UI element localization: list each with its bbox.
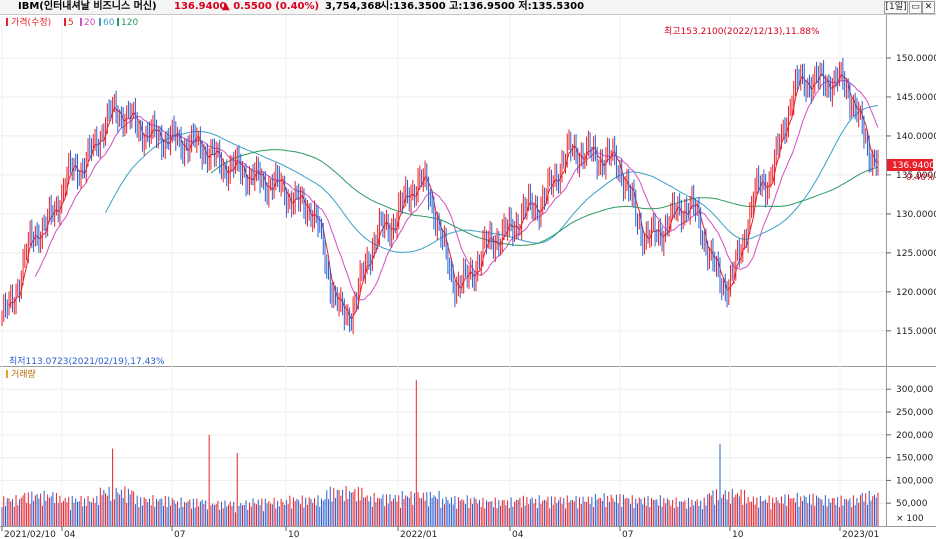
price-change: ▲ 0.5500 (0.40%): [222, 0, 319, 14]
y-tick-label: 130.0000: [896, 210, 936, 220]
y-tick-label: 125.0000: [896, 249, 936, 259]
ma60-swatch: [99, 18, 101, 26]
restore-icon[interactable]: ▭: [909, 1, 922, 14]
x-tick-label: 10: [732, 530, 744, 539]
current-price-tag-label: 136.9400: [892, 161, 935, 171]
volume-y-ticks: 300,000 250,000 200,000 150,000 100,000 50,00…: [886, 385, 933, 509]
y-tick-label: 135.0000: [896, 171, 936, 181]
ma5-label: 5: [68, 18, 74, 28]
x-tick-label: 2022/01: [400, 530, 437, 539]
y-tick-label: 115.0000: [896, 327, 936, 337]
period-button[interactable]: [1일]: [884, 1, 908, 14]
x-tick-label: 04: [64, 530, 76, 539]
chart-header: IBM(인터내셔날 비즈니스 머신) 136.9400 ▲ 0.5500 (0.…: [0, 0, 936, 15]
x-tick-label: 2021/02/10: [4, 530, 56, 539]
volume-tick-label: 50,000: [896, 499, 928, 509]
current-pct-tag: 0.40%: [906, 173, 935, 183]
high-annotation: 최고153.2100(2022/12/13),11.88%: [664, 26, 820, 37]
up-arrow-icon: ▲: [222, 1, 230, 12]
volume-legend-label: 거래량: [11, 368, 36, 380]
y-tick-label: 150.0000: [896, 54, 936, 64]
x-tick-label: 07: [622, 530, 633, 539]
current-price: 136.9400: [174, 1, 227, 12]
x-tick-label: 07: [174, 530, 185, 539]
ma20-label: 20: [84, 18, 96, 28]
ma120-swatch: [117, 18, 119, 26]
ma60-label: 60: [103, 18, 115, 28]
x-tick-label: 10: [288, 530, 300, 539]
x-axis-ticks: 2021/02/10 04 07 10 2022/01 04 07 10 2023/01: [1, 526, 879, 539]
x-tick-label: 2023/01: [842, 530, 879, 539]
price-legend-label: 가격(수정): [11, 16, 51, 28]
ma5-swatch: [64, 18, 66, 26]
y-tick-label: 140.0000: [896, 132, 936, 142]
change-percent: (0.40%): [275, 1, 320, 12]
volume-legend-swatch: [6, 370, 8, 378]
volume-unit: × 100: [896, 514, 924, 524]
volume-tick-label: 150,000: [896, 454, 933, 464]
price-volume-chart[interactable]: 150.0000 145.0000 140.0000 135.0000 130.0000…: [0, 15, 936, 539]
y-tick-label: 120.0000: [896, 288, 936, 298]
current-price-tag: [887, 159, 933, 171]
volume-tick-label: 250,000: [896, 408, 933, 418]
volume-bars: [1, 380, 879, 526]
volume-value: 3,754,368: [325, 1, 382, 12]
price-legend-swatch: [6, 18, 8, 26]
price-y-ticks: 150.0000 145.0000 140.0000 135.0000 130.0000…: [886, 54, 936, 337]
change-value: 0.5500: [233, 1, 272, 12]
price-panel-bg: [0, 15, 886, 366]
ma20-swatch: [80, 18, 82, 26]
open-high-low: 시:136.3500 고:136.9500 저:135.5300: [380, 1, 585, 12]
low-annotation: 최저113.0723(2021/02/19),17.43%: [9, 356, 165, 367]
y-tick-label: 145.0000: [896, 93, 936, 103]
close-icon[interactable]: ✕: [922, 1, 935, 14]
x-tick-label: 04: [512, 530, 524, 539]
ma5-line: [8, 72, 879, 320]
volume-tick-label: 200,000: [896, 431, 933, 441]
ma120-label: 120: [121, 18, 138, 28]
ma120-line: [210, 149, 879, 247]
volume-tick-label: 100,000: [896, 476, 933, 486]
volume-tick-label: 300,000: [896, 385, 933, 395]
grid-lines: [0, 15, 886, 526]
volume-legend: 거래량: [6, 368, 36, 380]
price-candles: [1, 57, 879, 335]
price-legend: 가격(수정) 5 20 60 120: [6, 16, 138, 28]
symbol-label: IBM(인터내셔날 비즈니스 머신): [18, 1, 157, 12]
